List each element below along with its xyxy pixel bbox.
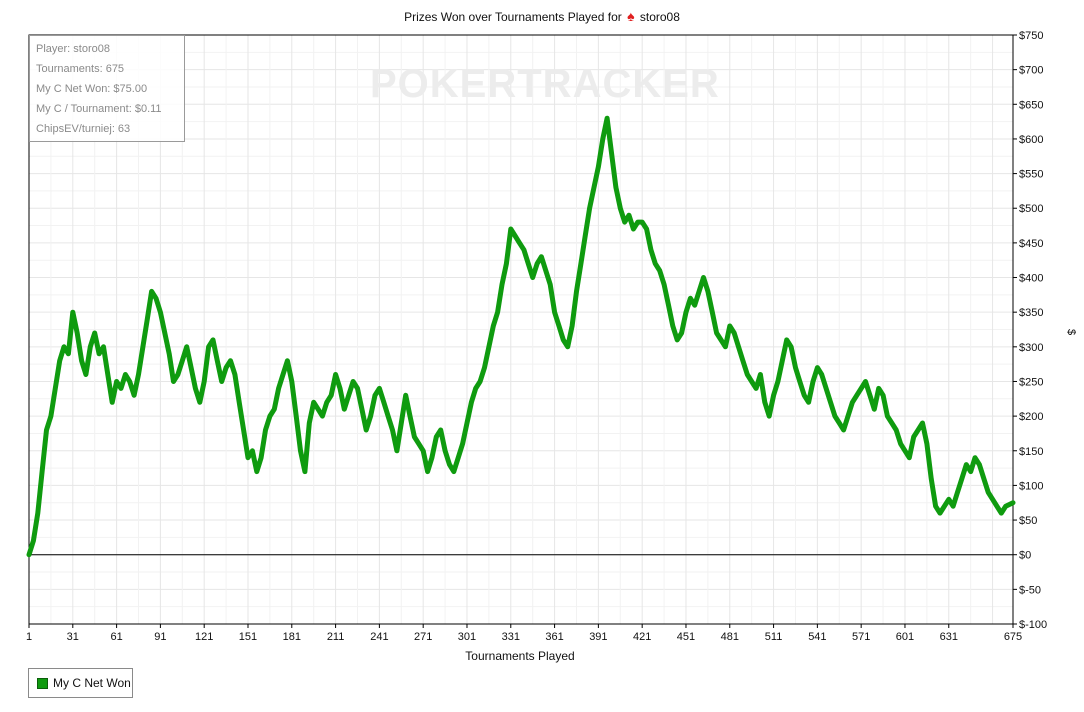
legend: My C Net Won — [28, 668, 133, 698]
x-tick-label: 91 — [154, 631, 166, 643]
y-tick-label: $450 — [1019, 238, 1043, 250]
x-tick-label: 301 — [458, 631, 476, 643]
x-tick-label: 181 — [283, 631, 301, 643]
spade-icon: ♠ — [627, 8, 635, 24]
x-tick-label: 31 — [67, 631, 79, 643]
x-tick-label: 541 — [808, 631, 826, 643]
pokertracker-watermark: POKERTRACKER — [370, 62, 720, 106]
series-layer — [26, 115, 1016, 558]
x-tick-label: 1 — [26, 631, 32, 643]
y-axis-ticks: $-100 $-50 $0 $50 $100 $150 $200 $250 $300 $350 $4… — [1013, 30, 1047, 631]
y-tick-label: $550 — [1019, 169, 1043, 181]
x-tick-label: 391 — [589, 631, 607, 643]
y-axis-label: $ — [1065, 329, 1077, 335]
y-tick-label: $-50 — [1019, 584, 1041, 596]
axes — [28, 34, 1014, 625]
y-tick-label: $100 — [1019, 480, 1043, 492]
y-tick-label: $300 — [1019, 342, 1043, 354]
y-tick-label: $350 — [1019, 307, 1043, 319]
y-tick-label: $700 — [1019, 65, 1043, 77]
stats-line-net-won: My C Net Won: $75.00 — [36, 83, 148, 95]
y-tick-label: $250 — [1019, 376, 1043, 388]
stats-line-tournaments: Tournaments: 675 — [36, 63, 125, 75]
x-tick-label: 421 — [633, 631, 651, 643]
x-tick-label: 511 — [765, 631, 783, 643]
player-name: storo08 — [639, 10, 680, 24]
y-tick-label: $650 — [1019, 99, 1043, 111]
grid-lines — [28, 34, 1013, 625]
title-prefix: Prizes Won over Tournaments Played for — [404, 10, 622, 24]
x-tick-label: 211 — [327, 631, 345, 643]
stats-line-player: Player: storo08 — [36, 43, 110, 55]
x-tick-label: 481 — [721, 631, 739, 643]
x-tick-label: 361 — [545, 631, 563, 643]
x-tick-label: 271 — [414, 631, 432, 643]
y-tick-label: $200 — [1019, 411, 1043, 423]
x-tick-label: 675 — [1004, 631, 1022, 643]
stats-line-chipsev: ChipsEV/turniej: 63 — [36, 123, 131, 135]
y-tick-label: $750 — [1019, 30, 1043, 42]
y-tick-label: $600 — [1019, 134, 1043, 146]
x-axis-ticks: 1 31 61 91 121 151 181 211 241 271 301 331 361 391 421… — [26, 624, 1022, 643]
y-tick-label: $150 — [1019, 446, 1043, 458]
y-tick-label: $0 — [1019, 550, 1031, 562]
x-tick-label: 61 — [110, 631, 122, 643]
plot-frame — [28, 34, 1014, 625]
x-tick-label: 601 — [896, 631, 914, 643]
chart-title: Prizes Won over Tournaments Played for ♠… — [0, 8, 1084, 24]
x-tick-label: 241 — [370, 631, 388, 643]
y-tick-label: $50 — [1019, 515, 1037, 527]
stats-box: Player: storo08 Tournaments: 675 My C Ne… — [29, 35, 185, 142]
x-axis-label: Tournaments Played — [465, 649, 574, 663]
x-tick-label: 571 — [852, 631, 870, 643]
x-tick-label: 121 — [195, 631, 213, 643]
series-line-my-c-net-won — [26, 115, 1016, 558]
y-tick-label: $-100 — [1019, 619, 1047, 631]
legend-label: My C Net Won — [53, 676, 131, 690]
x-tick-label: 451 — [677, 631, 695, 643]
x-tick-label: 631 — [940, 631, 958, 643]
y-tick-label: $500 — [1019, 203, 1043, 215]
x-tick-label: 331 — [502, 631, 520, 643]
stats-line-per-tournament: My C / Tournament: $0.11 — [36, 103, 162, 115]
y-tick-label: $400 — [1019, 273, 1043, 285]
x-tick-label: 151 — [239, 631, 257, 643]
legend-swatch — [37, 677, 48, 689]
